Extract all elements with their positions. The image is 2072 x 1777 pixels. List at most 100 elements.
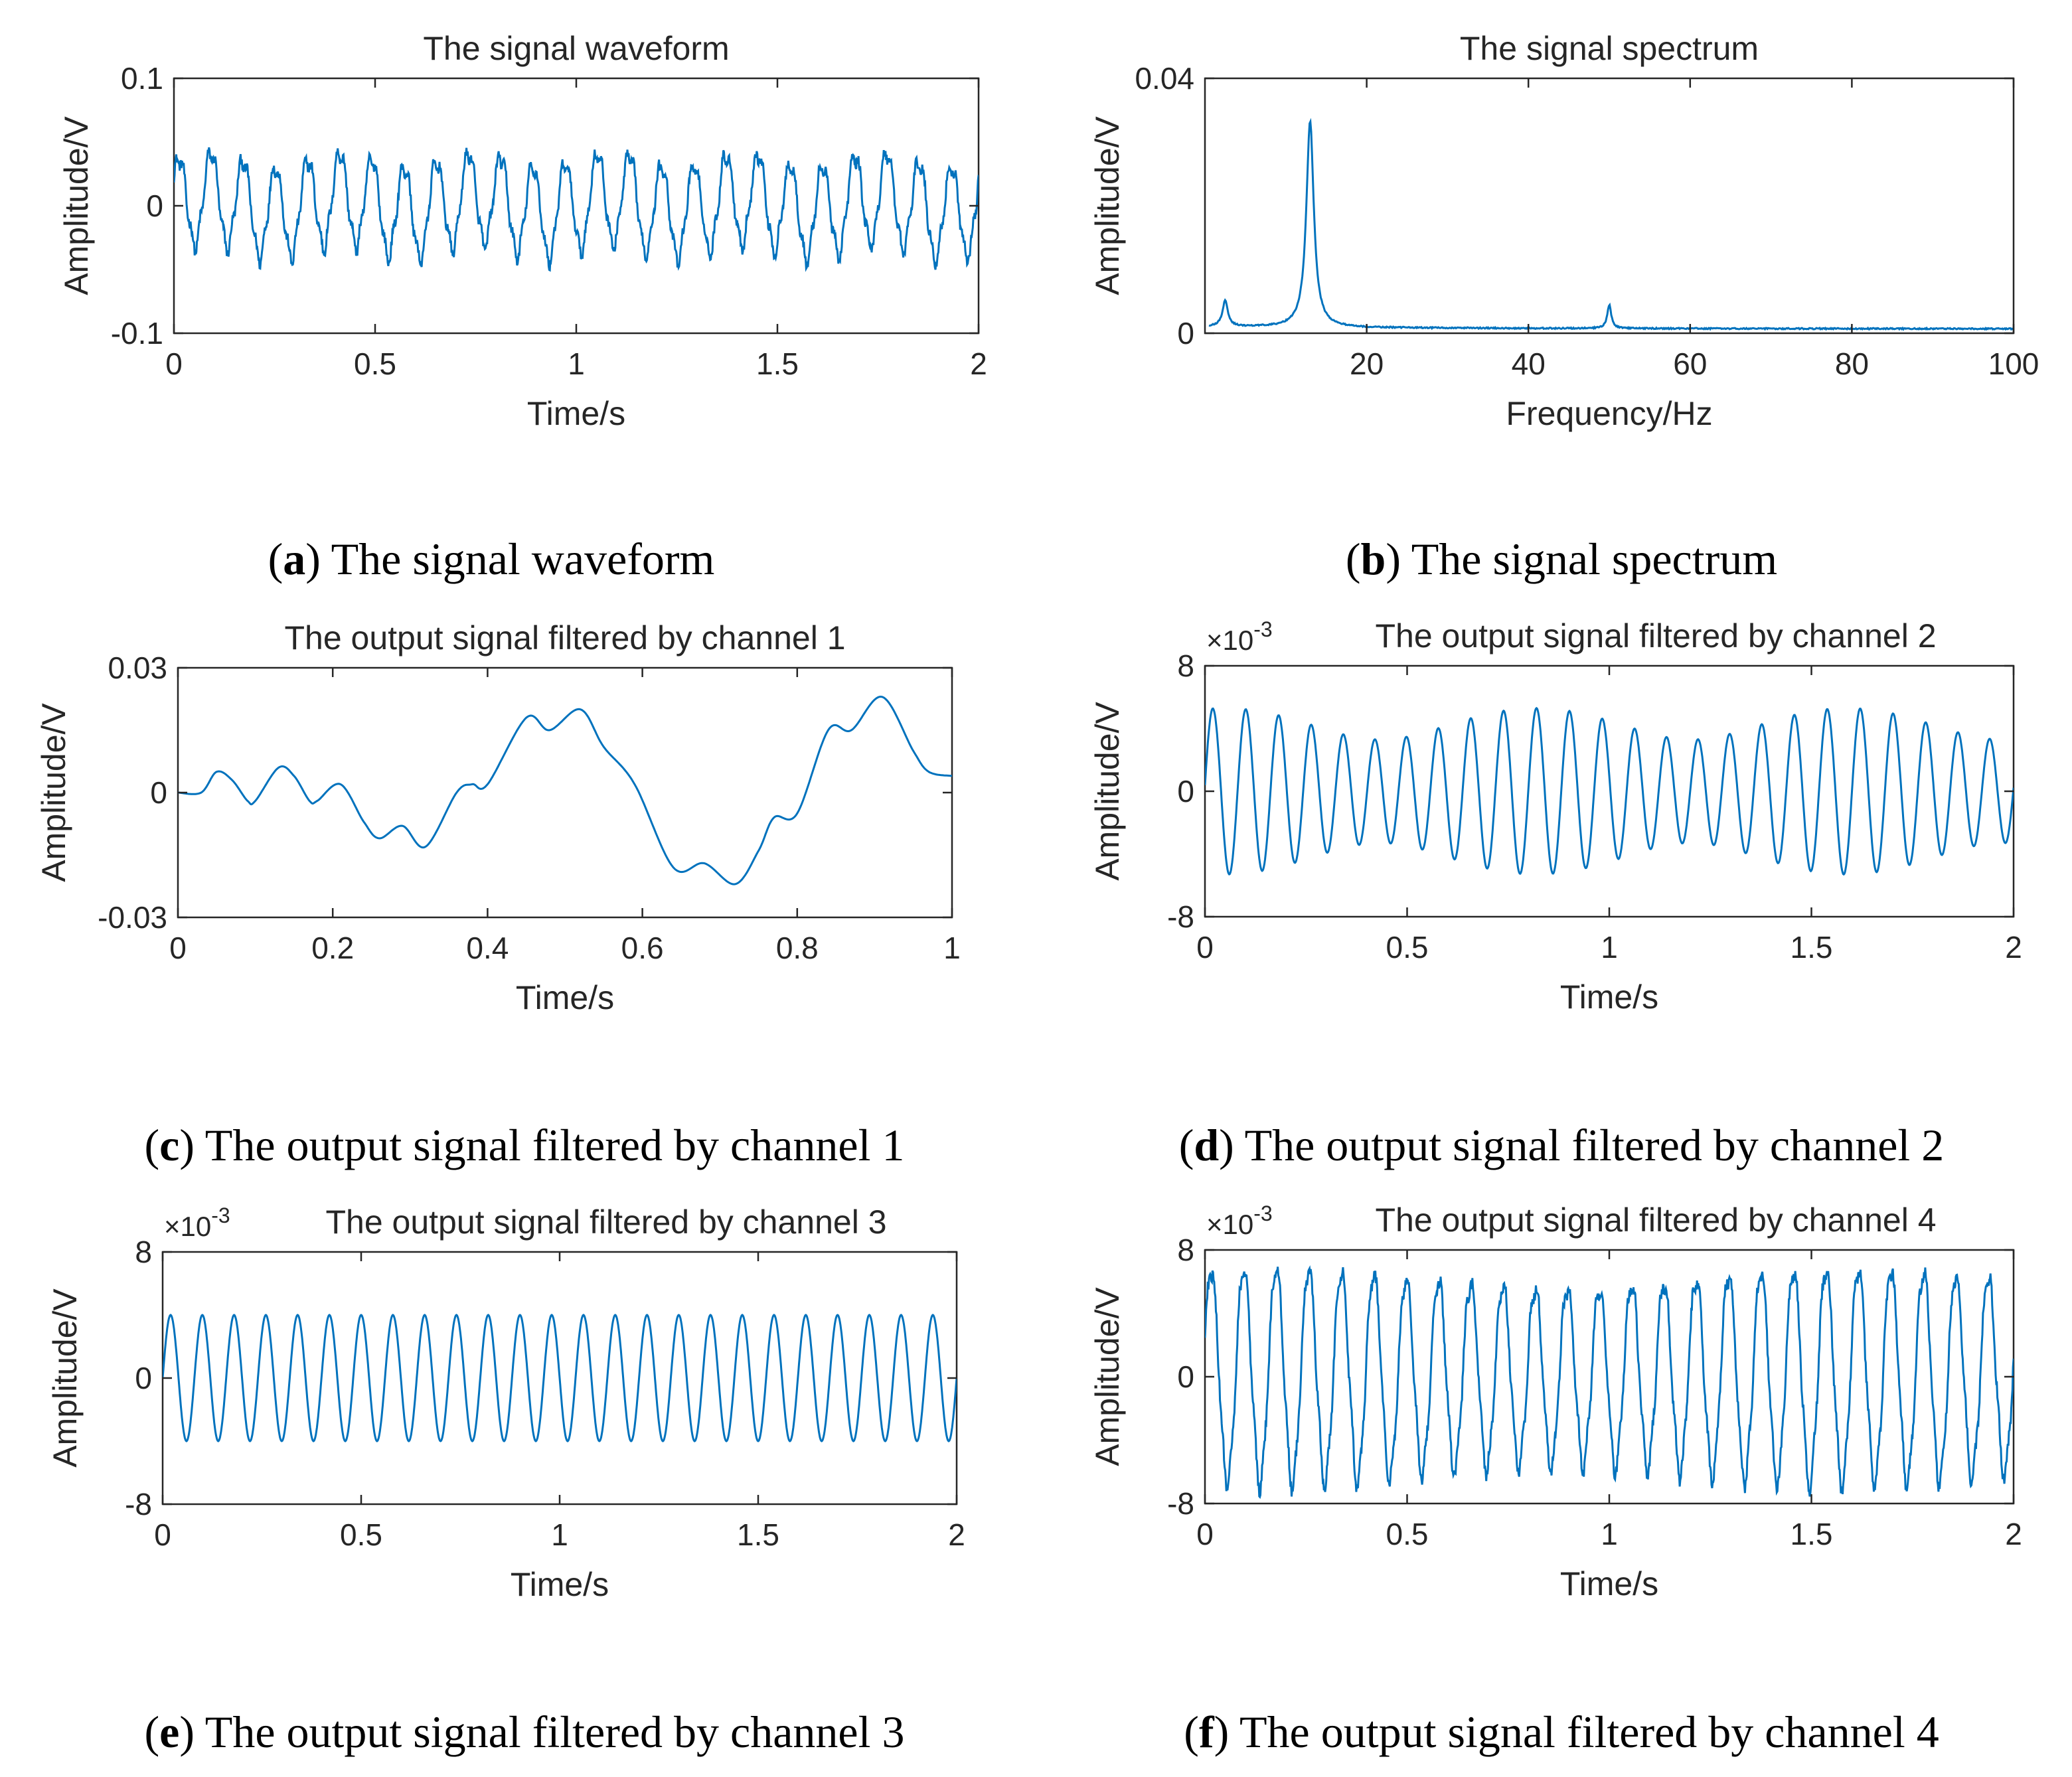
y-tick-label: 0.04 <box>1135 61 1194 96</box>
chart-title: The output signal filtered by channel 4 <box>1376 1201 1937 1239</box>
panel-caption: (c) The output signal filtered by channe… <box>145 1120 905 1170</box>
x-tick-label: 1 <box>551 1517 568 1552</box>
axis-exponent-label: ×10-3 <box>1206 617 1273 656</box>
chart-title: The signal waveform <box>423 30 729 67</box>
x-tick-label: 0 <box>1196 930 1214 965</box>
panel-caption: (b) The signal spectrum <box>1346 534 1777 584</box>
axis-exponent-power: -3 <box>1253 617 1272 641</box>
x-axis-label: Time/s <box>1560 1565 1658 1602</box>
x-tick-label: 1 <box>1601 1517 1618 1551</box>
plot-area-d <box>1204 664 2015 918</box>
caption-letter: a <box>283 534 305 584</box>
x-tick-label: 0.5 <box>354 347 396 381</box>
x-axis-label: Time/s <box>527 395 625 432</box>
x-tick-label: 2 <box>2005 930 2022 965</box>
y-tick-label: 0.03 <box>108 651 167 685</box>
x-tick-label: 0.5 <box>1386 1517 1429 1551</box>
x-tick-label: 0.2 <box>311 931 354 965</box>
x-tick-label: 60 <box>1673 347 1707 381</box>
x-axis-label: Time/s <box>1560 978 1658 1016</box>
x-tick-label: 1 <box>568 347 585 381</box>
caption-letter: d <box>1194 1120 1219 1170</box>
y-tick-label: 0 <box>146 189 163 223</box>
x-tick-label: 0.4 <box>466 931 509 965</box>
x-tick-label: 1.5 <box>756 347 799 381</box>
x-tick-label: 0 <box>169 931 187 965</box>
x-axis-label: Time/s <box>516 979 614 1016</box>
y-axis-label: Amplitude/V <box>35 703 72 882</box>
x-tick-label: 0.5 <box>1386 930 1429 965</box>
y-tick-label: 8 <box>135 1235 152 1269</box>
y-tick-label: -8 <box>1167 899 1194 934</box>
y-tick-label: 0 <box>1177 774 1194 809</box>
x-tick-label: 0.5 <box>340 1517 382 1552</box>
y-tick-label: -8 <box>1167 1486 1194 1521</box>
x-axis-label: Time/s <box>511 1566 609 1603</box>
chart-title: The output signal filtered by channel 2 <box>1376 617 1937 655</box>
series-line-e <box>163 1314 957 1442</box>
panel-caption: (a) The signal waveform <box>268 534 715 584</box>
x-tick-label: 0.8 <box>776 931 819 965</box>
x-tick-label: 0 <box>154 1517 171 1552</box>
x-tick-label: 80 <box>1835 347 1869 381</box>
x-tick-label: 1.5 <box>1791 1517 1833 1551</box>
plot-area-f <box>1204 1249 2015 1505</box>
x-tick-label: 2 <box>948 1517 965 1552</box>
x-tick-label: 1 <box>1601 930 1618 965</box>
caption-letter: b <box>1361 534 1386 584</box>
x-tick-label: 0.6 <box>621 931 664 965</box>
y-tick-label: 0 <box>135 1361 152 1395</box>
caption-letter: f <box>1199 1707 1215 1757</box>
plot-area-a <box>173 77 980 335</box>
x-tick-label: 20 <box>1350 347 1384 381</box>
x-tick-label: 2 <box>970 347 987 381</box>
x-tick-label: 1 <box>943 931 961 965</box>
series-line-a <box>174 147 979 272</box>
panel-caption: (e) The output signal filtered by channe… <box>145 1707 905 1757</box>
y-axis-label: Amplitude/V <box>58 116 95 295</box>
y-tick-label: 0.1 <box>121 61 163 96</box>
x-tick-label: 1.5 <box>737 1517 779 1552</box>
axis-exponent-power: -3 <box>211 1203 230 1227</box>
y-axis-label: Amplitude/V <box>1089 1287 1126 1466</box>
plot-area-b <box>1204 77 2015 335</box>
series-line-b <box>1208 117 2014 331</box>
panel-caption: (f) The output signal filtered by channe… <box>1184 1707 1939 1757</box>
y-axis-label: Amplitude/V <box>1089 116 1126 295</box>
y-axis-label: Amplitude/V <box>46 1288 84 1468</box>
caption-letter: e <box>159 1707 179 1757</box>
series-line-d <box>1205 706 2014 876</box>
x-tick-label: 100 <box>1988 347 2039 381</box>
chart-title: The output signal filtered by channel 1 <box>285 619 846 657</box>
x-tick-label: 0 <box>1196 1517 1214 1551</box>
chart-title: The output signal filtered by channel 3 <box>326 1203 887 1241</box>
axis-exponent-power: -3 <box>1253 1201 1272 1225</box>
y-tick-label: 8 <box>1177 1233 1194 1267</box>
series-line-c <box>178 695 952 886</box>
x-tick-label: 0 <box>165 347 183 381</box>
x-tick-label: 1.5 <box>1791 930 1833 965</box>
x-tick-label: 2 <box>2005 1517 2022 1551</box>
y-tick-label: -0.03 <box>98 900 167 935</box>
panel-caption: (d) The output signal filtered by channe… <box>1179 1120 1945 1170</box>
y-tick-label: 0 <box>150 775 167 810</box>
plot-area-c <box>177 666 953 919</box>
axis-exponent-label: ×10-3 <box>164 1203 230 1242</box>
axis-exponent-label: ×10-3 <box>1206 1201 1273 1240</box>
chart-title: The signal spectrum <box>1460 30 1759 67</box>
x-axis-label: Frequency/Hz <box>1506 395 1712 432</box>
y-tick-label: 0 <box>1177 316 1194 350</box>
y-tick-label: 8 <box>1177 649 1194 683</box>
y-axis-label: Amplitude/V <box>1089 702 1126 881</box>
caption-letter: c <box>159 1120 179 1170</box>
y-tick-label: 0 <box>1177 1359 1194 1394</box>
y-tick-label: -8 <box>125 1487 152 1521</box>
y-tick-label: -0.1 <box>111 316 163 350</box>
x-tick-label: 40 <box>1512 347 1546 381</box>
